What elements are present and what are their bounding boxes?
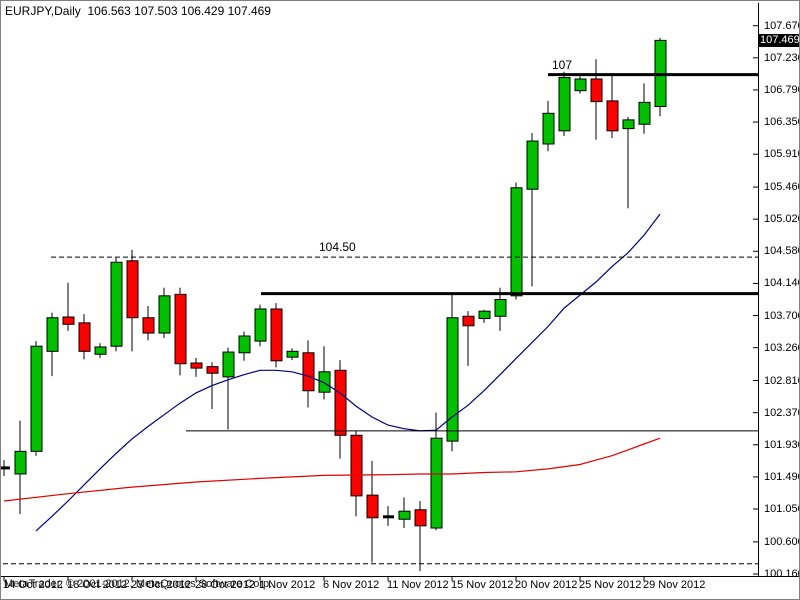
candle-bearish <box>142 317 155 334</box>
candle-bearish <box>350 434 363 497</box>
price-axis-label: 100.160 <box>764 568 800 580</box>
candle-doji <box>383 515 394 519</box>
candle-bullish <box>430 437 443 529</box>
time-axis-label: 15 Nov 2012 <box>451 579 514 591</box>
price-axis-label: 103.260 <box>764 341 800 354</box>
price-axis-label: 105.460 <box>764 181 800 194</box>
price-axis-label: 104.140 <box>764 277 800 290</box>
moving-average-fast-line <box>35 213 661 532</box>
time-axis-label: 20 Nov 2012 <box>515 579 578 591</box>
price-axis-label: 101.490 <box>764 470 800 483</box>
time-axis-label: 1 Nov 2012 <box>259 579 316 591</box>
candle-bullish <box>526 140 539 190</box>
candle-bearish <box>414 509 427 527</box>
price-axis-label: 106.790 <box>764 83 800 96</box>
price-axis-label: 101.930 <box>764 438 800 451</box>
current-price-tag: 107.469 <box>758 33 800 47</box>
moving-average-slow-line <box>3 437 661 502</box>
time-axis-label: 18 Oct 2012 <box>67 579 127 591</box>
candle-bearish <box>606 100 619 132</box>
candle-bearish <box>62 316 75 325</box>
candle-bearish <box>590 78 603 103</box>
candle-bullish <box>510 187 523 297</box>
time-axis-label: 6 Nov 2012 <box>323 579 380 591</box>
candle-bearish <box>334 369 347 436</box>
price-axis-label: 103.700 <box>764 309 800 322</box>
candle-bearish <box>206 366 219 374</box>
candle-bullish <box>254 308 267 342</box>
copyright-text: MetaTrader, © 2001-2012, MetaQuotes Soft… <box>4 578 273 590</box>
candle-bullish <box>158 295 171 334</box>
price-axis-label: 101.050 <box>764 503 800 516</box>
price-axis-label: 102.370 <box>764 406 800 419</box>
candle-bullish <box>46 317 59 352</box>
candle-bullish <box>558 77 571 132</box>
time-axis-label: 11 Nov 2012 <box>387 579 449 591</box>
candle-bullish <box>30 345 43 452</box>
time-axis-label: 23 Oct 2012 <box>131 579 191 591</box>
candle-bearish <box>366 494 379 519</box>
candle-bullish <box>478 310 491 319</box>
time-axis-label: 14 Oct 2012 <box>3 579 63 591</box>
candle-bullish <box>542 112 555 145</box>
candle-bearish <box>190 362 203 369</box>
candle-bullish <box>286 350 299 358</box>
chart-title-ohlc: EURJPY,Daily 106.563 107.503 106.429 107… <box>5 4 271 18</box>
price-axis-label: 106.350 <box>764 116 800 129</box>
candle-bullish <box>222 351 235 378</box>
candle-bullish <box>14 450 27 475</box>
candle-bullish <box>94 346 107 355</box>
candle-bullish <box>494 298 507 317</box>
price-axis-label: 107.230 <box>764 51 800 64</box>
candle-bullish <box>446 317 459 442</box>
time-axis-label: 28 Oct 2012 <box>195 579 255 591</box>
price-axis-label: 105.910 <box>764 148 800 161</box>
candle-bullish <box>238 335 251 354</box>
price-axis-label: 107.670 <box>764 19 800 32</box>
time-axis-label: 25 Nov 2012 <box>579 579 642 591</box>
time-axis-label: 29 Nov 2012 <box>643 579 706 591</box>
candle-doji <box>1 466 10 470</box>
candle-bearish <box>302 352 315 392</box>
level-annotation: 107 <box>552 57 573 72</box>
level-annotation: 104.50 <box>319 240 356 255</box>
price-axis-label: 104.580 <box>764 245 800 258</box>
candle-bearish <box>126 260 139 319</box>
candle-bearish <box>270 308 283 362</box>
candle-bullish <box>574 78 587 92</box>
candle-bearish <box>174 293 187 365</box>
price-axis-label: 105.020 <box>764 213 800 226</box>
price-axis-label: 100.600 <box>764 535 800 548</box>
candle-bullish <box>318 371 331 393</box>
candle-bearish <box>462 315 475 327</box>
candle-bullish <box>398 510 411 520</box>
price-axis-label: 102.810 <box>764 374 800 387</box>
candle-bullish <box>638 101 651 125</box>
candle-bullish <box>110 261 123 347</box>
candle-bullish <box>622 119 635 130</box>
candle-bearish <box>78 322 91 352</box>
